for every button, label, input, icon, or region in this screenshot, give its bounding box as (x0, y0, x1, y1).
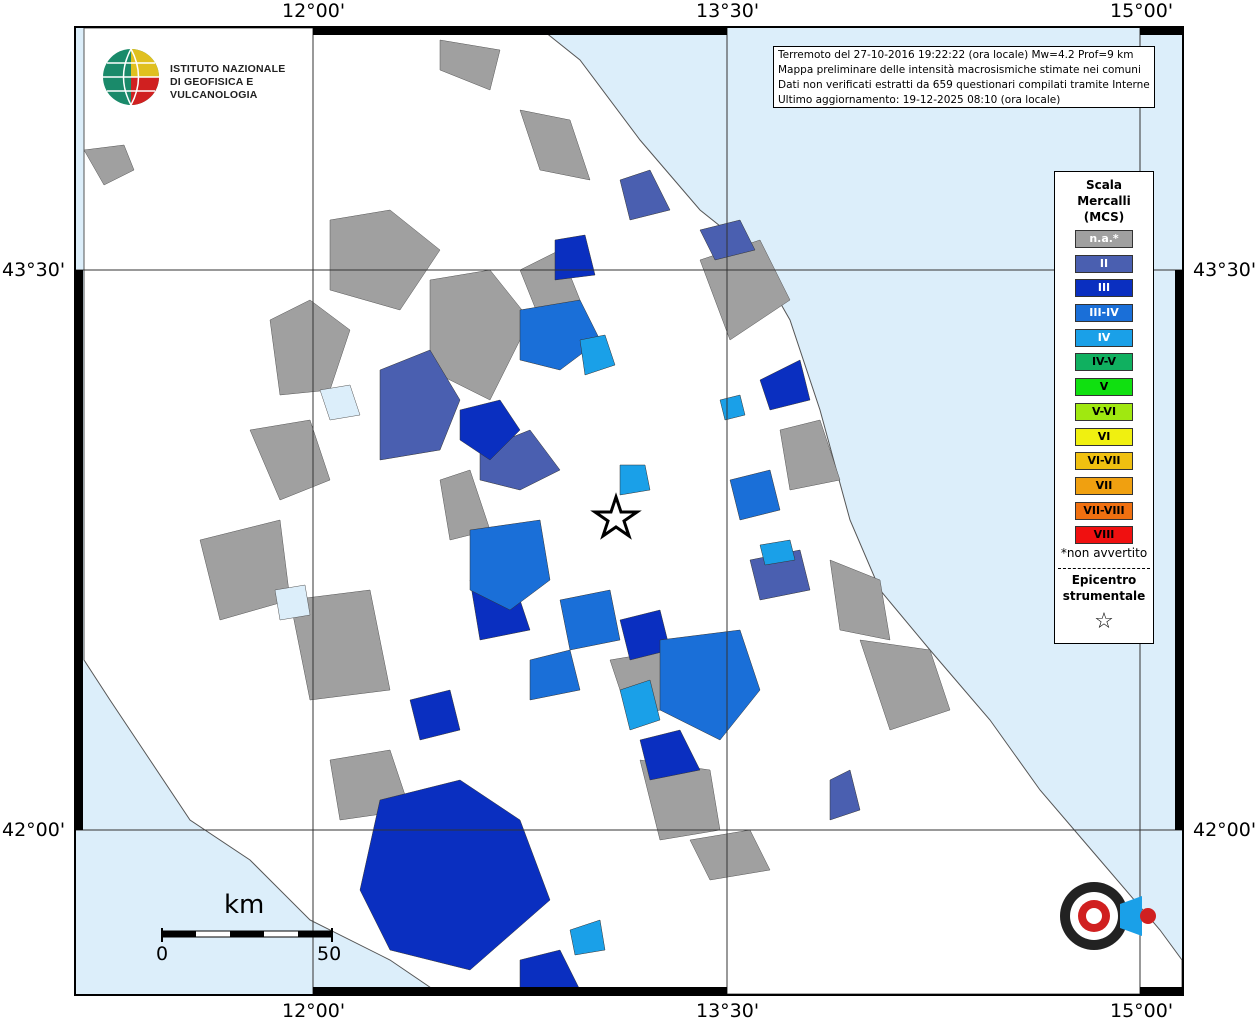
scale-graphic (161, 928, 333, 942)
event-info-box: Terremoto del 27-10-2016 19:22:22 (ora l… (773, 46, 1155, 108)
epicenter-star (590, 492, 642, 540)
legend-item: III (1075, 279, 1133, 298)
coord-top-1: 12°00' (282, 0, 346, 22)
scale-bar: km 0 50 (150, 890, 350, 970)
legend-item: VIII (1075, 526, 1133, 545)
coord-top-3: 15°00' (1110, 0, 1174, 22)
coord-bottom-3: 15°00' (1110, 1000, 1174, 1022)
coord-right-1: 43°30' (1193, 259, 1256, 281)
coord-bottom-2: 13°30' (696, 1000, 760, 1022)
na-areas (83, 39, 951, 881)
iii-areas (359, 234, 811, 991)
coord-left-2: 42°00' (2, 819, 66, 841)
legend-separator (1058, 568, 1150, 569)
legend-item: IV-V (1075, 353, 1133, 372)
legend-items: n.a.* II III III-IV IV IV-V V V-VI VI VI-VII VII VI… (1075, 230, 1133, 551)
scale-min: 0 (156, 943, 169, 965)
legend-star-icon: ☆ (1094, 609, 1114, 634)
legend-item: VII (1075, 476, 1133, 495)
frame-ticks (74, 26, 1184, 996)
legend-item: IV (1075, 328, 1133, 347)
haisentito-logo (1030, 860, 1170, 980)
legend-item: II (1075, 254, 1133, 273)
coord-right-2: 42°00' (1193, 819, 1256, 841)
institute-line2: DI GEOFISICA E VULCANOLOGIA (170, 76, 258, 101)
legend-title-2: Mercalli (1077, 194, 1131, 208)
legend-item: III-IV (1075, 304, 1133, 323)
lake (319, 384, 361, 421)
legend-note: *non avvertito (1060, 546, 1148, 560)
ii-areas (379, 169, 861, 821)
legend-item: VI-VII (1075, 452, 1133, 471)
scale-unit: km (224, 890, 265, 920)
legend-item: n.a.* (1075, 230, 1133, 248)
coord-left-1: 43°30' (2, 259, 66, 281)
legend-item: V (1075, 378, 1133, 397)
scale-max: 50 (317, 943, 342, 965)
info-line4: Ultimo aggiornamento: 19-12-2025 08:10 (… (778, 94, 1061, 106)
intensity-legend: Scala Mercalli (MCS) n.a.* II III III-IV IV I… (1054, 171, 1154, 644)
info-line3: Dati non verificati estratti da 659 ques… (778, 79, 1150, 91)
coord-top-2: 13°30' (696, 0, 760, 22)
legend-item: VII-VIII (1075, 501, 1133, 520)
ingv-logo: ISTITUTO NAZIONALE DI GEOFISICA E VULCAN… (100, 46, 320, 110)
coord-bottom-1: 12°00' (282, 1000, 346, 1022)
legend-epicenter-2: strumentale (1062, 589, 1146, 603)
lake (274, 584, 311, 621)
info-line2: Mappa preliminare delle intensità macros… (778, 64, 1141, 76)
legend-title-1: Scala (1085, 178, 1123, 192)
info-line1: Terremoto del 27-10-2016 19:22:22 (ora l… (778, 49, 1134, 61)
iii-iv-areas (469, 299, 781, 741)
institute-line1: ISTITUTO NAZIONALE (170, 63, 286, 75)
legend-epicenter-1: Epicentro (1071, 573, 1137, 587)
globe-icon (103, 48, 159, 106)
legend-item: VI (1075, 427, 1133, 446)
legend-title-3: (MCS) (1083, 210, 1125, 224)
legend-item: V-VI (1075, 402, 1133, 421)
iv-areas (569, 334, 796, 956)
target-icon (1060, 882, 1156, 950)
